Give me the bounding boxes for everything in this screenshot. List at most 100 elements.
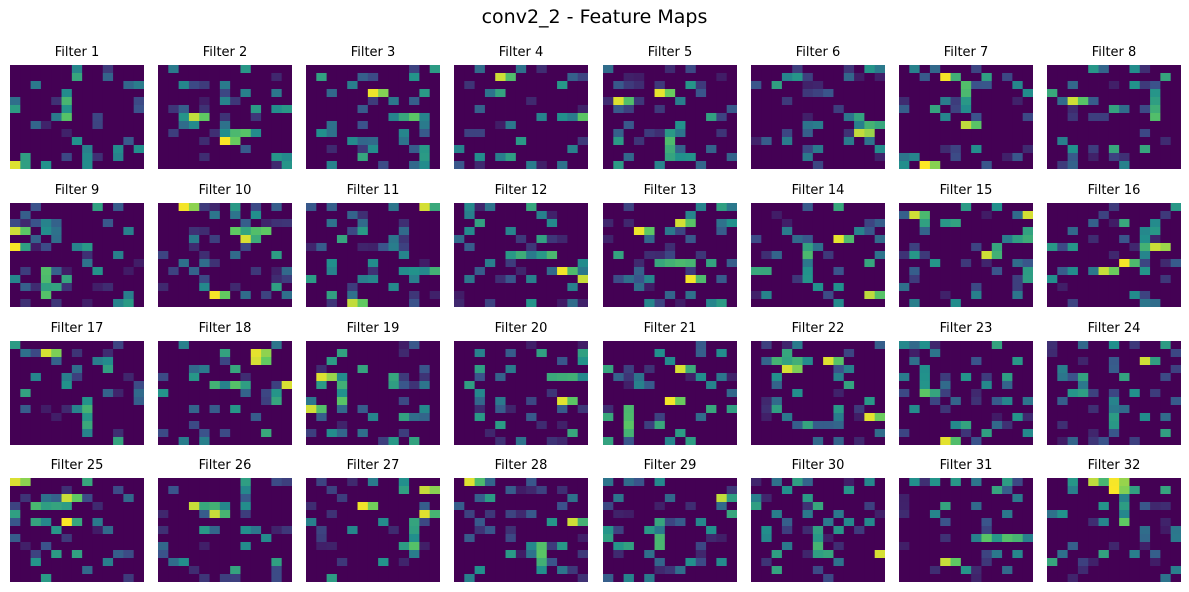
heatmap-cell bbox=[567, 243, 579, 252]
heatmap-cell bbox=[613, 397, 625, 406]
heatmap-cell bbox=[306, 510, 317, 519]
heatmap-cell bbox=[577, 211, 588, 220]
heatmap-cell bbox=[1002, 219, 1013, 228]
heatmap-cell bbox=[474, 211, 486, 220]
heatmap-cell bbox=[546, 526, 558, 535]
heatmap-cell bbox=[484, 437, 496, 445]
heatmap-cell bbox=[336, 291, 348, 300]
heatmap-cell bbox=[367, 267, 379, 276]
heatmap-cell bbox=[654, 251, 666, 260]
heatmap-cell bbox=[675, 153, 686, 162]
heatmap-cell bbox=[685, 478, 697, 487]
heatmap-cell bbox=[429, 494, 440, 503]
heatmap-cell bbox=[854, 421, 865, 430]
heatmap-cell bbox=[874, 259, 885, 268]
heatmap-cell bbox=[336, 349, 348, 358]
heatmap-cell bbox=[316, 413, 328, 422]
heatmap-cell bbox=[664, 243, 676, 252]
heatmap-cell bbox=[1139, 429, 1151, 438]
heatmap-cell bbox=[726, 574, 737, 582]
heatmap-cell bbox=[388, 275, 400, 284]
heatmap-cell bbox=[505, 542, 517, 551]
heatmap-cell bbox=[102, 219, 114, 228]
heatmap-cell bbox=[240, 389, 252, 398]
heatmap-cell bbox=[695, 381, 707, 390]
heatmap-cell bbox=[1067, 227, 1079, 236]
heatmap-cell bbox=[695, 566, 707, 575]
heatmap-cell bbox=[1160, 357, 1172, 366]
heatmap-cell bbox=[1108, 113, 1120, 122]
heatmap-cell bbox=[854, 413, 865, 422]
heatmap-cell bbox=[357, 211, 369, 220]
heatmap-cell bbox=[706, 405, 717, 414]
heatmap-cell bbox=[378, 534, 389, 543]
heatmap-cell bbox=[419, 478, 431, 487]
heatmap-cell bbox=[454, 437, 465, 445]
heatmap-cell bbox=[336, 129, 348, 138]
heatmap-cell bbox=[113, 283, 124, 292]
panel-title: Filter 12 bbox=[494, 183, 548, 198]
heatmap-cell bbox=[178, 349, 190, 358]
heatmap-cell bbox=[240, 357, 252, 366]
heatmap-cell bbox=[398, 65, 410, 74]
heatmap-cell bbox=[454, 542, 465, 551]
heatmap-cell bbox=[781, 161, 793, 169]
heatmap-cell bbox=[219, 502, 231, 511]
heatmap-cell bbox=[603, 429, 614, 438]
heatmap-cell bbox=[336, 389, 348, 398]
heatmap-cell bbox=[123, 397, 135, 406]
heatmap-cell bbox=[20, 518, 32, 527]
heatmap-cell bbox=[398, 357, 410, 366]
heatmap-cell bbox=[40, 341, 52, 350]
heatmap-cell bbox=[484, 235, 496, 244]
heatmap-cell bbox=[188, 259, 200, 268]
heatmap-cell bbox=[1077, 259, 1089, 268]
heatmap-cell bbox=[1067, 413, 1079, 422]
heatmap-cell bbox=[495, 502, 506, 511]
heatmap-cell bbox=[367, 161, 379, 169]
heatmap-cell bbox=[864, 341, 876, 350]
heatmap-cell bbox=[158, 389, 169, 398]
heatmap-cell bbox=[1150, 113, 1161, 122]
heatmap-cell bbox=[726, 65, 737, 74]
heatmap-cell bbox=[429, 421, 440, 430]
heatmap-cell bbox=[751, 137, 762, 146]
heatmap-cell bbox=[219, 518, 231, 527]
heatmap-cell bbox=[1150, 105, 1161, 114]
heatmap-cell bbox=[1088, 397, 1099, 406]
heatmap-cell bbox=[82, 161, 93, 169]
heatmap-cell bbox=[20, 89, 32, 98]
heatmap-cell bbox=[613, 389, 625, 398]
heatmap-cell bbox=[929, 421, 941, 430]
heatmap-cell bbox=[557, 275, 568, 284]
heatmap-cell bbox=[230, 153, 241, 162]
heatmap-cell bbox=[219, 341, 231, 350]
heatmap-cell bbox=[61, 129, 73, 138]
heatmap-cell bbox=[102, 518, 114, 527]
heatmap-cell bbox=[685, 129, 697, 138]
heatmap-cell bbox=[82, 365, 93, 374]
heatmap-cell bbox=[178, 219, 190, 228]
heatmap-cell bbox=[30, 566, 42, 575]
heatmap-cell bbox=[61, 486, 73, 495]
heatmap-cell bbox=[567, 518, 579, 527]
heatmap-cell bbox=[250, 97, 262, 106]
heatmap-cell bbox=[546, 129, 558, 138]
heatmap-cell bbox=[864, 145, 876, 154]
heatmap-cell bbox=[675, 227, 686, 236]
heatmap-cell bbox=[981, 283, 993, 292]
heatmap-cell bbox=[546, 243, 558, 252]
heatmap-cell bbox=[991, 373, 1003, 382]
heatmap-cell bbox=[82, 145, 93, 154]
heatmap-cell bbox=[695, 235, 707, 244]
heatmap-cell bbox=[675, 113, 686, 122]
heatmap-cell bbox=[726, 235, 737, 244]
heatmap-cell bbox=[188, 478, 200, 487]
heatmap-cell bbox=[761, 413, 773, 422]
heatmap-cell bbox=[454, 203, 465, 212]
heatmap-cell bbox=[751, 203, 762, 212]
heatmap-cell bbox=[1077, 365, 1089, 374]
heatmap-cell bbox=[909, 89, 921, 98]
heatmap-cell bbox=[526, 357, 537, 366]
heatmap-cell bbox=[695, 478, 707, 487]
